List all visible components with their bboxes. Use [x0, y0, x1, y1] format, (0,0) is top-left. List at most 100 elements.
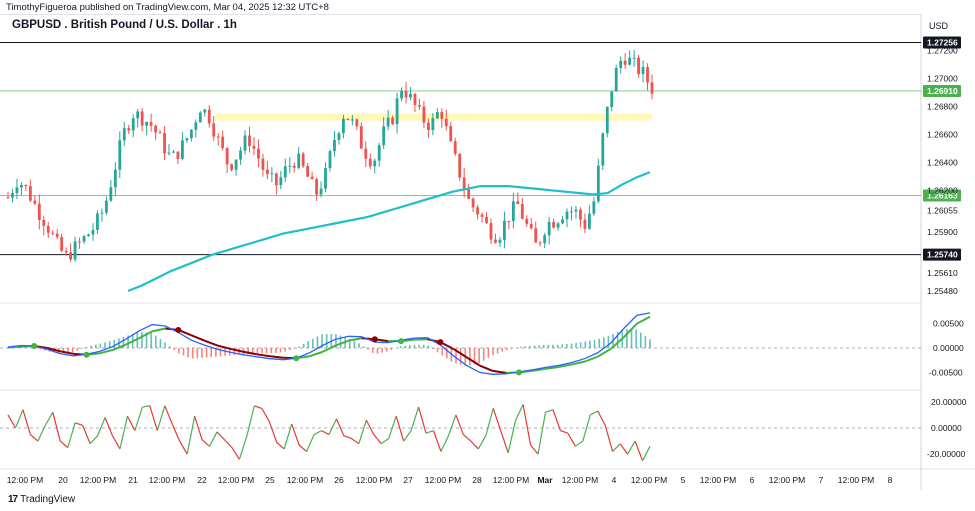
- candle-body: [82, 236, 86, 242]
- top-divider: [0, 14, 921, 15]
- zone-rect: [214, 113, 652, 121]
- candle-body: [288, 165, 292, 167]
- osc-segment: [283, 423, 293, 450]
- candle-body: [33, 200, 37, 204]
- macd-signal-segment: [243, 350, 258, 356]
- candle-body: [265, 169, 269, 174]
- macd-signal-segment: [558, 363, 572, 368]
- osc-segment: [515, 404, 524, 421]
- candle-body: [614, 67, 618, 92]
- candle-body: [42, 219, 46, 226]
- candle-body: [368, 158, 372, 167]
- macd-signal-segment: [191, 334, 205, 342]
- candle-body: [520, 204, 524, 219]
- osc-segment: [52, 412, 61, 442]
- macd-tick-label: 0.00000: [933, 343, 964, 353]
- price-tick-label: 1.25610: [927, 268, 958, 278]
- osc-segment: [164, 405, 173, 425]
- candle-body: [404, 90, 408, 98]
- candle-body: [350, 119, 354, 121]
- time-tick-label: 12:00 PM: [700, 475, 736, 485]
- candle-body: [547, 222, 551, 236]
- osc-segment: [335, 418, 345, 437]
- price-axis[interactable]: 1.27200 1.27000 1.26800 1.26600 1.26400 1.262…: [927, 45, 967, 459]
- candle-body: [346, 118, 350, 120]
- candle-body: [623, 60, 627, 65]
- osc-segment: [343, 435, 352, 440]
- candle-body: [471, 198, 475, 208]
- ma-line: [127, 171, 651, 293]
- macd-signal-segment: [99, 348, 114, 355]
- osc-segment: [276, 441, 285, 450]
- candle-body: [113, 169, 117, 188]
- osc-segment: [440, 435, 449, 452]
- candle-body: [525, 218, 529, 224]
- candle-body: [136, 111, 140, 119]
- candle-body: [230, 164, 234, 170]
- candle-body: [440, 111, 444, 119]
- candle-body: [252, 145, 256, 149]
- osc-segment: [59, 440, 69, 449]
- candle-body: [172, 151, 175, 153]
- osc-segment: [560, 430, 569, 434]
- candle-body: [158, 132, 162, 134]
- candle-body: [292, 165, 296, 168]
- time-axis[interactable]: 12:00 PM 20 12:00 PM 21 12:00 PM 22 12:00 PM 25…: [7, 475, 893, 485]
- supply-demand-zone: [214, 113, 652, 121]
- candle-body: [55, 233, 59, 237]
- macd-signal-segment: [269, 355, 284, 359]
- tradingview-brand[interactable]: 17 TradingView: [8, 494, 75, 505]
- price-tag: [923, 189, 961, 202]
- candle-body: [11, 193, 14, 198]
- candle-body: [301, 153, 305, 167]
- candle-body: [118, 140, 122, 170]
- candle-body: [283, 166, 287, 178]
- osc-segment: [268, 421, 278, 443]
- candle-body: [534, 228, 538, 243]
- time-tick-label: 12:00 PM: [493, 475, 529, 485]
- osc-segment: [216, 431, 225, 441]
- currency-label[interactable]: USD: [929, 21, 949, 31]
- candle-body: [565, 211, 569, 220]
- macd-signal-segment: [309, 350, 323, 358]
- macd-tick-label: 0.00500: [933, 319, 964, 329]
- price-tick-label: 1.27000: [927, 73, 958, 83]
- osc-segment: [597, 410, 606, 426]
- candle-body: [650, 82, 654, 94]
- macd-cross-dot: [293, 355, 300, 362]
- candle-body: [494, 239, 497, 243]
- candle-body: [426, 122, 430, 131]
- osc-segment: [507, 420, 517, 453]
- candle-body: [145, 122, 149, 126]
- osc-segment: [142, 405, 150, 408]
- osc-segment: [552, 409, 561, 431]
- candle-body: [337, 133, 341, 140]
- candle-body: [511, 201, 515, 222]
- price-tag-label: 1.26910: [927, 86, 958, 96]
- price-tick-label: 1.26200: [927, 185, 958, 195]
- macd-signal-segment: [322, 344, 336, 353]
- macd-signal-segment: [217, 344, 231, 350]
- price-tag: [923, 84, 961, 97]
- osc-segment: [485, 408, 494, 437]
- candle-body: [212, 123, 216, 137]
- osc-segment: [477, 435, 487, 450]
- candle-body: [73, 241, 77, 260]
- candle-body: [364, 148, 368, 159]
- candle-body: [359, 126, 363, 149]
- candle-body: [556, 223, 560, 228]
- candle-body: [480, 214, 484, 217]
- candle-body: [176, 151, 180, 159]
- candle-body: [140, 111, 144, 126]
- candle-body: [324, 168, 327, 189]
- candle-body: [543, 235, 547, 244]
- time-tick-label: 12:00 PM: [769, 475, 805, 485]
- candle-body: [395, 98, 399, 125]
- candle-body: [529, 223, 533, 229]
- candle-body: [458, 153, 462, 178]
- candle-body: [64, 250, 68, 253]
- osc-segment: [44, 412, 54, 426]
- price-tick-label: 1.26055: [927, 206, 958, 216]
- osc-segment: [74, 422, 83, 426]
